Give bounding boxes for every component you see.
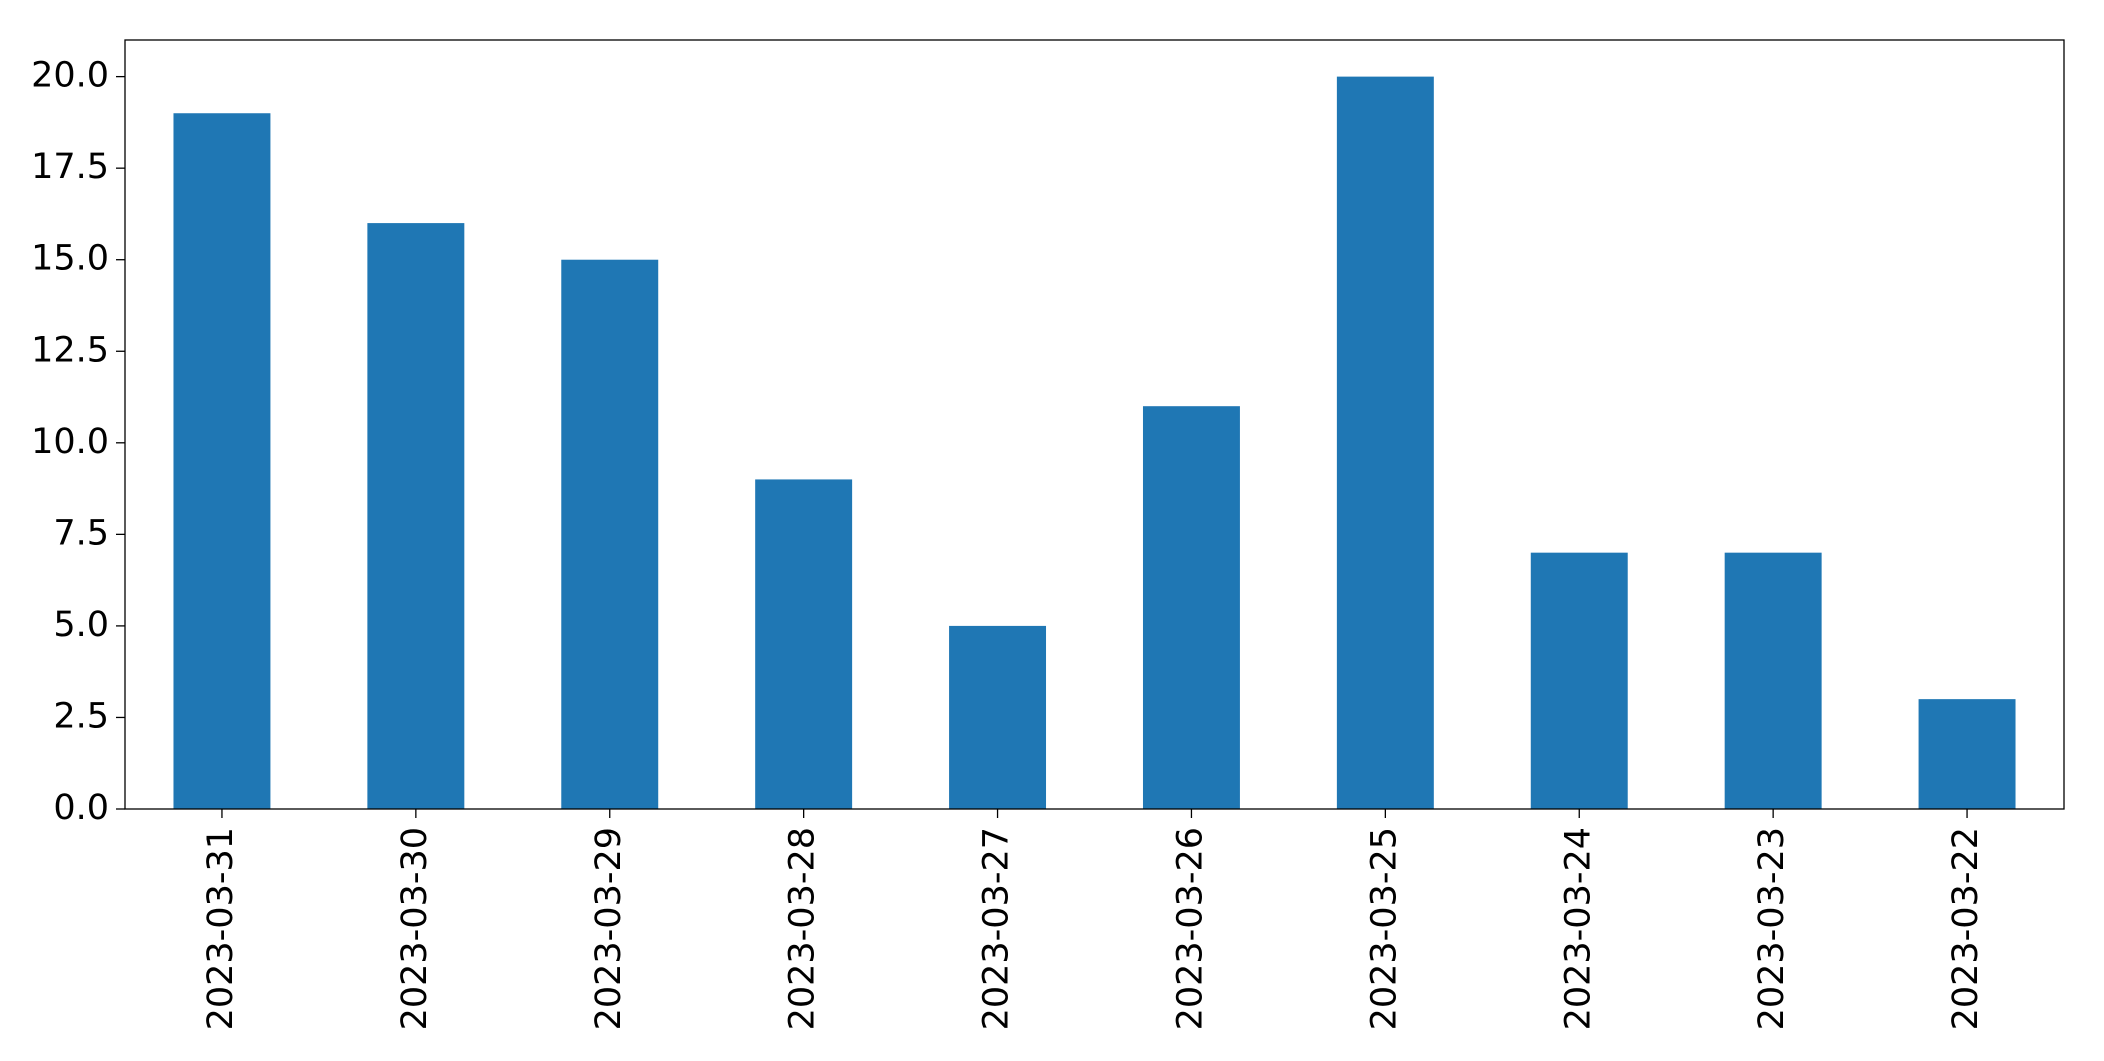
y-tick-label: 12.5 xyxy=(31,330,109,370)
bar xyxy=(1530,552,1628,809)
x-tick-label: 2023-03-28 xyxy=(783,827,823,1030)
y-tick-label: 10.0 xyxy=(31,422,109,462)
bar xyxy=(755,479,853,809)
bar xyxy=(949,625,1047,809)
y-tick-label: 17.5 xyxy=(31,147,109,187)
x-tick-label: 2023-03-25 xyxy=(1364,827,1404,1030)
x-tick-label: 2023-03-30 xyxy=(395,827,435,1030)
y-tick-label: 20.0 xyxy=(31,56,109,96)
y-tick-label: 2.5 xyxy=(53,696,109,736)
bar xyxy=(561,259,659,809)
x-tick-label: 2023-03-24 xyxy=(1558,827,1598,1030)
y-tick-label: 5.0 xyxy=(53,605,109,645)
x-tick-label: 2023-03-23 xyxy=(1752,827,1792,1030)
bar xyxy=(173,113,271,809)
y-tick-label: 7.5 xyxy=(53,513,109,553)
bar xyxy=(1142,406,1240,809)
bar xyxy=(1336,76,1434,810)
x-tick-label: 2023-03-27 xyxy=(977,827,1017,1030)
y-tick-label: 15.0 xyxy=(31,239,109,279)
y-tick-label: 0.0 xyxy=(53,788,109,828)
bar xyxy=(367,223,465,810)
x-tick-label: 2023-03-29 xyxy=(589,827,629,1030)
bar xyxy=(1918,699,2016,809)
axes-frame xyxy=(124,39,2065,810)
x-tick-label: 2023-03-31 xyxy=(201,827,241,1030)
bar xyxy=(1724,552,1822,809)
x-tick-label: 2023-03-26 xyxy=(1170,827,1210,1030)
x-tick-label: 2023-03-22 xyxy=(1946,827,1986,1030)
